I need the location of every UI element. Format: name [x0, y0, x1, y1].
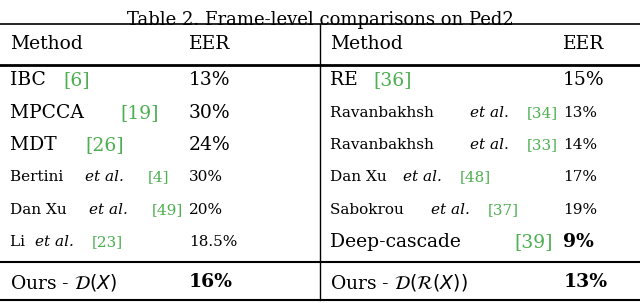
Text: 14%: 14% — [563, 138, 597, 152]
Text: Table 2. Frame-level comparisons on Ped2: Table 2. Frame-level comparisons on Ped2 — [127, 11, 513, 28]
Text: Li: Li — [10, 235, 29, 249]
Text: Ravanbakhsh: Ravanbakhsh — [330, 106, 438, 120]
Text: Dan Xu: Dan Xu — [10, 203, 71, 217]
Text: [48]: [48] — [460, 170, 490, 184]
Text: 30%: 30% — [189, 170, 223, 184]
Text: [4]: [4] — [147, 170, 169, 184]
Text: [34]: [34] — [526, 106, 557, 120]
Text: et al.: et al. — [84, 170, 124, 184]
Text: [36]: [36] — [373, 71, 412, 89]
Text: Ours - $\mathcal{D}(\mathcal{R}(X))$: Ours - $\mathcal{D}(\mathcal{R}(X))$ — [330, 272, 467, 293]
Text: [33]: [33] — [526, 138, 557, 152]
Text: 13%: 13% — [189, 71, 230, 89]
Text: Ravanbakhsh: Ravanbakhsh — [330, 138, 438, 152]
Text: RE: RE — [330, 71, 364, 89]
Text: [23]: [23] — [92, 235, 123, 249]
Text: 17%: 17% — [563, 170, 597, 184]
Text: [49]: [49] — [152, 203, 183, 217]
Text: et al.: et al. — [89, 203, 128, 217]
Text: 19%: 19% — [563, 203, 597, 217]
Text: EER: EER — [563, 35, 605, 53]
Text: [37]: [37] — [488, 203, 518, 217]
Text: 24%: 24% — [189, 136, 230, 154]
Text: Deep-cascade: Deep-cascade — [330, 233, 472, 251]
Text: IBC: IBC — [10, 71, 51, 89]
Text: et al.: et al. — [403, 170, 442, 184]
Text: 13%: 13% — [563, 106, 597, 120]
Text: 18.5%: 18.5% — [189, 235, 237, 249]
Text: Sabokrou: Sabokrou — [330, 203, 408, 217]
Text: 30%: 30% — [189, 104, 230, 122]
Text: [6]: [6] — [63, 71, 90, 89]
Text: EER: EER — [189, 35, 230, 53]
Text: Method: Method — [10, 35, 83, 53]
Text: [19]: [19] — [120, 104, 159, 122]
Text: Dan Xu: Dan Xu — [330, 170, 387, 184]
Text: 15%: 15% — [563, 71, 605, 89]
Text: MPCCA: MPCCA — [10, 104, 95, 122]
Text: et al.: et al. — [470, 138, 509, 152]
Text: Bertini: Bertini — [10, 170, 68, 184]
Text: [26]: [26] — [85, 136, 124, 154]
Text: et al.: et al. — [470, 106, 509, 120]
Text: et al.: et al. — [35, 235, 74, 249]
Text: 9%: 9% — [563, 233, 594, 251]
Text: et al.: et al. — [431, 203, 470, 217]
Text: MDT: MDT — [10, 136, 68, 154]
Text: 13%: 13% — [563, 273, 607, 291]
Text: Ours - $\mathcal{D}(X)$: Ours - $\mathcal{D}(X)$ — [10, 272, 116, 293]
Text: [39]: [39] — [514, 233, 552, 251]
Text: 16%: 16% — [189, 273, 233, 291]
Text: Method: Method — [330, 35, 403, 53]
Text: 20%: 20% — [189, 203, 223, 217]
